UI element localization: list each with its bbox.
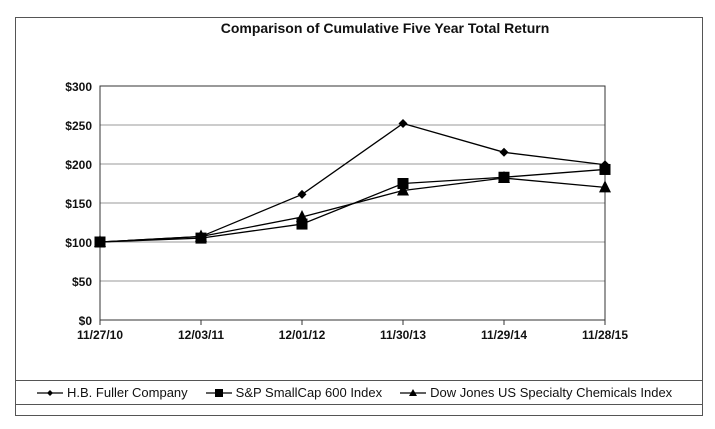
- x-tick-label: 11/27/10: [77, 328, 123, 342]
- triangle-marker-icon: [400, 388, 427, 396]
- y-tick-label: $50: [72, 275, 92, 289]
- legend-label: Dow Jones US Specialty Chemicals Index: [430, 385, 673, 400]
- x-tick-label: 11/29/14: [481, 328, 527, 342]
- legend-item: H.B. Fuller Company: [35, 385, 188, 400]
- data-point-triangle: [397, 183, 409, 196]
- data-point-triangle: [94, 235, 106, 247]
- data-point-square: [599, 163, 611, 175]
- legend-label: H.B. Fuller Company: [67, 385, 188, 400]
- y-tick-label: $0: [79, 314, 93, 328]
- data-point-diamond: [297, 189, 307, 199]
- chart-title: Comparison of Cumulative Five Year Total…: [220, 20, 550, 36]
- legend-item: Dow Jones US Specialty Chemicals Index: [398, 385, 672, 400]
- y-tick-label: $150: [65, 197, 92, 211]
- data-point-triangle: [296, 210, 308, 223]
- legend-label: S&P SmallCap 600 Index: [235, 385, 383, 400]
- legend: H.B. Fuller Company S&P SmallCap 600 Inde…: [15, 380, 703, 405]
- x-tick-label: 12/01/12: [279, 328, 326, 342]
- chart-frame: [15, 17, 703, 416]
- y-tick-label: $250: [65, 119, 92, 133]
- y-tick-label: $200: [65, 158, 92, 172]
- plot-border: [99, 85, 606, 321]
- diamond-marker-icon: [37, 389, 63, 396]
- x-tick-label: 11/28/15: [582, 328, 628, 342]
- series-line-triangle: [99, 177, 606, 243]
- series-line-diamond: [99, 122, 606, 243]
- data-point-square: [296, 218, 308, 230]
- legend-item: S&P SmallCap 600 Index: [204, 385, 382, 400]
- data-point-triangle: [599, 180, 611, 193]
- data-point-diamond: [499, 147, 509, 157]
- data-point-triangle: [498, 171, 510, 184]
- data-point-diamond: [398, 118, 408, 128]
- y-tick-label: $100: [65, 236, 92, 250]
- data-point-triangle: [195, 229, 207, 242]
- x-tick-label: 12/03/11: [178, 328, 224, 342]
- square-marker-icon: [205, 388, 232, 397]
- x-tick-label: 11/30/13: [380, 328, 426, 342]
- y-tick-label: $300: [65, 80, 92, 94]
- data-point-square: [397, 178, 409, 189]
